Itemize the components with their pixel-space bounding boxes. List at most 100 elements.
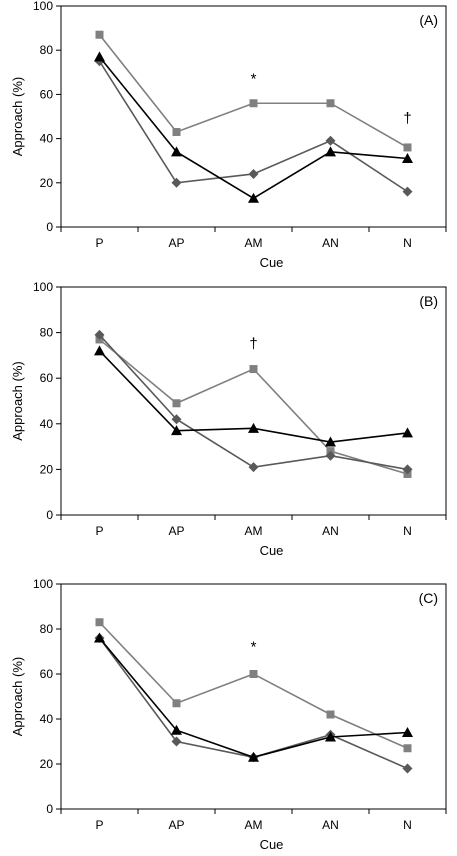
y-tick-label: 60 bbox=[40, 667, 54, 681]
y-tick-label: 0 bbox=[46, 508, 53, 522]
square-marker bbox=[172, 699, 181, 708]
series-line bbox=[98, 338, 408, 475]
y-tick-label: 40 bbox=[40, 132, 54, 146]
triangle-marker bbox=[248, 192, 259, 203]
y-tick-label: 60 bbox=[40, 371, 54, 385]
square-marker bbox=[95, 30, 104, 39]
square-marker bbox=[172, 399, 181, 408]
x-tick-label: AN bbox=[322, 236, 339, 250]
diamond-marker bbox=[94, 329, 105, 340]
square-marker bbox=[403, 744, 412, 753]
square-marker bbox=[326, 99, 335, 108]
triangle-marker bbox=[171, 724, 182, 735]
x-tick-label: AP bbox=[168, 524, 184, 538]
diamond-marker bbox=[248, 462, 259, 473]
x-tick-label: P bbox=[95, 524, 103, 538]
diamond-marker bbox=[402, 763, 413, 774]
triangle-marker bbox=[248, 751, 259, 762]
x-tick-label: AM bbox=[245, 818, 263, 832]
diamond-marker bbox=[402, 186, 413, 197]
x-tick-label: AP bbox=[168, 236, 184, 250]
triangle-marker bbox=[171, 146, 182, 157]
plot-frame bbox=[60, 5, 447, 228]
series-triangle bbox=[94, 632, 413, 762]
series-diamond bbox=[94, 329, 413, 475]
x-axis-title: Cue bbox=[260, 255, 284, 270]
triangle-marker bbox=[402, 727, 413, 737]
y-tick-label: 80 bbox=[40, 326, 54, 340]
square-marker bbox=[403, 143, 412, 152]
y-tick-label: 60 bbox=[40, 87, 54, 101]
square-marker bbox=[249, 99, 258, 108]
y-tick-label: 100 bbox=[33, 280, 53, 294]
significance-mark: † bbox=[403, 110, 411, 127]
y-tick-label: 40 bbox=[40, 417, 54, 431]
square-marker bbox=[326, 710, 335, 719]
square-marker bbox=[172, 127, 181, 136]
triangle-marker bbox=[402, 427, 413, 438]
significance-mark: † bbox=[249, 336, 257, 353]
significance-mark: * bbox=[251, 70, 257, 87]
series-square bbox=[95, 30, 412, 152]
diamond-marker bbox=[171, 177, 182, 188]
series-line bbox=[98, 334, 408, 471]
triangle-marker bbox=[325, 436, 336, 447]
y-axis-title: Approach (%) bbox=[10, 361, 25, 440]
diamond-marker bbox=[248, 168, 259, 179]
panel-b: 0 20 40 60 80 100 P AP AM AN N Cue Approach (%) (B) † bbox=[10, 280, 447, 558]
x-tick-label: AN bbox=[322, 524, 339, 538]
x-tick-label: AP bbox=[168, 818, 184, 832]
y-tick-label: 80 bbox=[40, 43, 54, 57]
plot-frame bbox=[60, 286, 447, 516]
square-marker bbox=[249, 670, 258, 678]
triangle-marker bbox=[94, 51, 105, 62]
significance-mark: * bbox=[251, 639, 257, 656]
y-tick-label: 80 bbox=[40, 622, 54, 636]
y-tick-label: 0 bbox=[46, 220, 53, 234]
y-axis-title: Approach (%) bbox=[10, 657, 25, 736]
square-marker bbox=[249, 365, 258, 374]
triangle-marker bbox=[94, 632, 105, 643]
series-line bbox=[98, 637, 408, 759]
y-axis-title: Approach (%) bbox=[10, 77, 25, 156]
series-line bbox=[98, 637, 408, 770]
x-tick-label: AM bbox=[245, 524, 263, 538]
y-tick-label: 20 bbox=[40, 176, 54, 190]
diamond-marker bbox=[325, 135, 336, 146]
x-tick-label: AN bbox=[322, 818, 339, 832]
diamond-marker bbox=[171, 736, 182, 747]
x-tick-label: AM bbox=[245, 236, 263, 250]
y-tick-label: 100 bbox=[33, 577, 53, 591]
panel-c: 0 20 40 60 80 100 P AP AM AN N Cue Approach (%) (C) * bbox=[10, 577, 447, 852]
series-triangle bbox=[94, 345, 413, 447]
panel-label: (C) bbox=[419, 590, 438, 606]
diamond-marker bbox=[325, 450, 336, 461]
triangle-marker bbox=[94, 345, 105, 356]
square-marker bbox=[95, 618, 104, 627]
diamond-marker bbox=[402, 464, 413, 475]
y-tick-label: 100 bbox=[33, 0, 53, 13]
x-axis-title: Cue bbox=[260, 837, 284, 852]
y-tick-label: 0 bbox=[46, 802, 53, 816]
x-tick-label: P bbox=[95, 236, 103, 250]
plot-frame bbox=[60, 583, 447, 810]
triangle-marker bbox=[325, 146, 336, 157]
x-tick-label: N bbox=[403, 818, 412, 832]
triangle-marker bbox=[171, 425, 182, 436]
series-square bbox=[95, 618, 412, 753]
series-diamond bbox=[94, 56, 413, 197]
y-tick-label: 20 bbox=[40, 757, 54, 771]
triangle-marker bbox=[402, 152, 413, 163]
triangle-marker bbox=[248, 422, 259, 433]
y-tick-label: 20 bbox=[40, 462, 54, 476]
y-tick-label: 40 bbox=[40, 712, 54, 726]
panel-a: 0 20 40 60 80 100 P AP AM AN N Cue Approach (%) (A) * † bbox=[10, 0, 447, 270]
x-tick-label: N bbox=[403, 524, 412, 538]
panel-label: (B) bbox=[419, 293, 438, 309]
triangle-marker bbox=[325, 731, 336, 742]
diamond-marker bbox=[171, 414, 182, 425]
x-tick-label: P bbox=[95, 818, 103, 832]
series-triangle bbox=[94, 51, 413, 203]
panel-label: (A) bbox=[419, 12, 438, 28]
